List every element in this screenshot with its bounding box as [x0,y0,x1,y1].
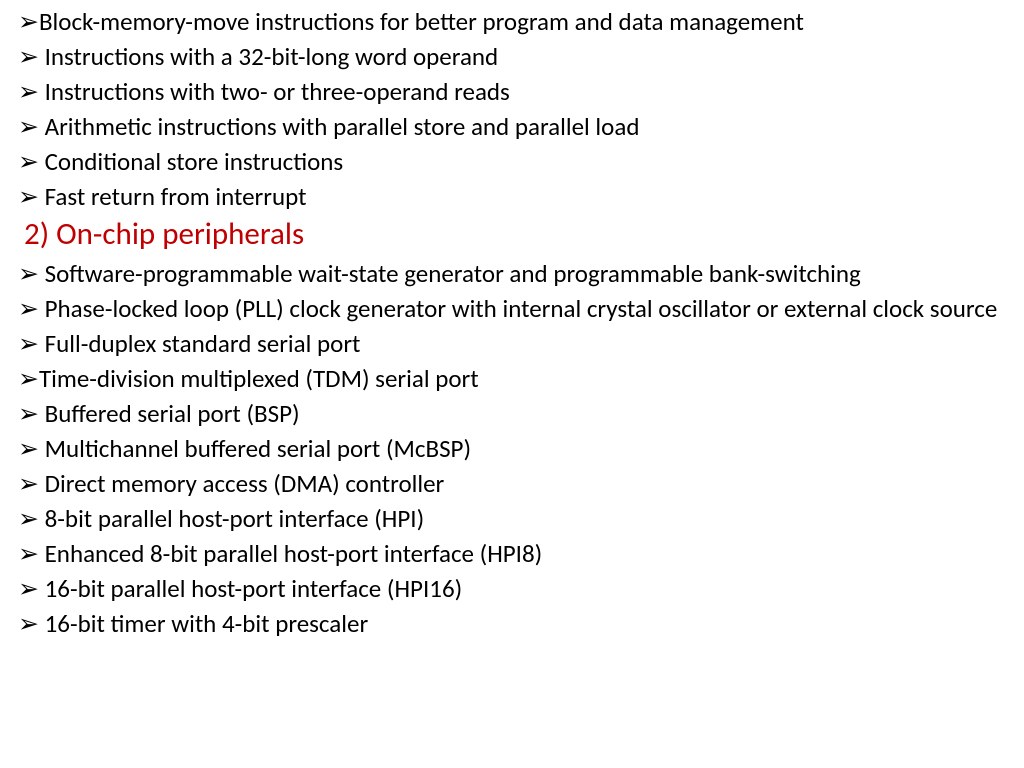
bullet-icon: ➢ [18,181,39,212]
list-item: ➢ 16-bit parallel host-port interface (H… [18,571,1006,606]
list-item: ➢ 16-bit timer with 4-bit prescaler [18,606,1006,641]
item-text: Direct memory access (DMA) controller [39,468,444,499]
list-item: ➢ Full-duplex standard serial port [18,326,1006,361]
list-item: ➢ Instructions with two- or three-operan… [18,74,1006,109]
list-item: ➢ Buffered serial port (BSP) [18,396,1006,431]
bullet-icon: ➢ [18,608,39,639]
item-text: Full-duplex standard serial port [39,328,360,359]
bullet-icon: ➢ [18,6,39,37]
list-item: ➢ Direct memory access (DMA) controller [18,466,1006,501]
slide-content: ➢Block-memory-move instructions for bett… [0,0,1024,641]
bullet-icon: ➢ [18,538,39,569]
list-item: ➢ Software-programmable wait-state gener… [18,256,1006,291]
item-text: Arithmetic instructions with parallel st… [39,111,640,142]
item-text: Phase-locked loop (PLL) clock generator … [39,293,997,324]
item-text: Enhanced 8-bit parallel host-port interf… [39,538,542,569]
item-text: Conditional store instructions [39,146,343,177]
bullet-icon: ➢ [18,41,39,72]
list-item: ➢ Conditional store instructions [18,144,1006,179]
bullet-icon: ➢ [18,398,39,429]
bullet-icon: ➢ [18,293,39,324]
bullet-icon: ➢ [18,76,39,107]
item-text: 8-bit parallel host-port interface (HPI) [39,503,424,534]
bullet-icon: ➢ [18,146,39,177]
item-text: Buffered serial port (BSP) [39,398,300,429]
section-heading: 2) On-chip peripherals [18,214,1006,256]
bullet-icon: ➢ [18,328,39,359]
bullet-icon: ➢ [18,573,39,604]
item-text: 16-bit timer with 4-bit prescaler [39,608,368,639]
item-text: Instructions with two- or three-operand … [39,76,510,107]
list-item: ➢ Instructions with a 32-bit-long word o… [18,39,1006,74]
item-text: Instructions with a 32-bit-long word ope… [39,41,498,72]
list-item: ➢Block-memory-move instructions for bett… [18,4,1006,39]
list-item: ➢ Phase-locked loop (PLL) clock generato… [18,291,1006,326]
item-text: Multichannel buffered serial port (McBSP… [39,433,471,464]
item-text: 16-bit parallel host-port interface (HPI… [39,573,462,604]
item-text: Time-division multiplexed (TDM) serial p… [39,363,479,394]
bullet-icon: ➢ [18,503,39,534]
list-item: ➢ 8-bit parallel host-port interface (HP… [18,501,1006,536]
list-item: ➢ Fast return from interrupt [18,179,1006,214]
bullet-icon: ➢ [18,363,39,394]
bullet-icon: ➢ [18,468,39,499]
bullet-icon: ➢ [18,111,39,142]
item-text: Software-programmable wait-state generat… [39,258,861,289]
list-item: ➢ Arithmetic instructions with parallel … [18,109,1006,144]
list-item: ➢ Enhanced 8-bit parallel host-port inte… [18,536,1006,571]
item-text: Block-memory-move instructions for bette… [39,6,804,37]
item-text: Fast return from interrupt [39,181,307,212]
list-item: ➢ Multichannel buffered serial port (McB… [18,431,1006,466]
bullet-icon: ➢ [18,433,39,464]
bullet-icon: ➢ [18,258,39,289]
list-item: ➢Time-division multiplexed (TDM) serial … [18,361,1006,396]
